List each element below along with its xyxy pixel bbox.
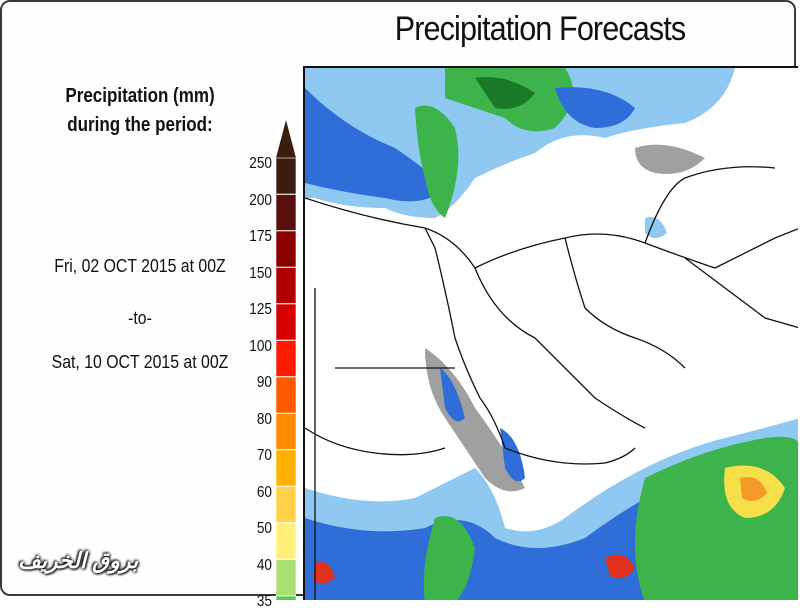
colorbar-tick-label: 100 (249, 337, 272, 355)
period-start: Fri, 02 OCT 2015 at 00Z (54, 256, 226, 276)
map-title: Precipitation Forecasts (394, 10, 686, 48)
precip-iran-gray (635, 144, 705, 174)
colorbar-segment (276, 449, 296, 487)
colorbar (276, 120, 296, 600)
legend-heading-line2: during the period: (67, 114, 213, 136)
precip-south-red (605, 554, 635, 579)
period-end: Sat, 10 OCT 2015 at 00Z (51, 352, 229, 372)
precipitation-map (303, 66, 798, 600)
precip-redsea-blue (440, 368, 465, 422)
colorbar-segment (276, 340, 296, 377)
colorbar-segment (276, 486, 296, 523)
precip-sahel-green (423, 516, 475, 600)
colorbar-tick-label: 150 (249, 264, 272, 282)
colorbar-segment (276, 522, 296, 560)
map-canvas (305, 68, 798, 600)
legend-heading-line1: Precipitation (mm) (65, 85, 215, 107)
colorbar-tick-label: 175 (249, 228, 272, 245)
colorbar-tick-label: 250 (249, 155, 272, 172)
colorbar-tick-label: 60 (256, 483, 272, 501)
colorbar-segment (276, 230, 296, 268)
colorbar-segment (276, 157, 296, 195)
precip-turkey-dark (475, 77, 535, 109)
precip-levant-green (415, 105, 459, 218)
precip-caucasus-blue (555, 87, 635, 128)
colorbar-segment (276, 413, 296, 450)
colorbar-segment (276, 376, 296, 414)
colorbar-tick-label: 125 (249, 301, 272, 318)
colorbar-tick-label: 80 (256, 410, 272, 428)
colorbar-tick-label: 70 (256, 447, 272, 464)
colorbar-arrow (276, 120, 296, 158)
precip-mediterranean-core (305, 88, 445, 202)
colorbar-tick-label: 200 (249, 191, 272, 209)
period-separator: -to- (128, 308, 152, 328)
colorbar-tick-label: 35 (256, 593, 272, 610)
colorbar-segment (276, 559, 296, 596)
country-borders (305, 166, 798, 600)
watermark: بروق الخريف (18, 548, 139, 573)
colorbar-segment (276, 595, 296, 600)
colorbar-segment (276, 267, 296, 304)
precip-ethiopia-blue (500, 428, 525, 482)
precip-sw-red (313, 562, 335, 584)
precip-iran-blue (645, 217, 667, 238)
colorbar-segment (276, 303, 296, 341)
precip-arabian-sea-orange (740, 477, 767, 502)
colorbar-tick-label: 90 (256, 374, 272, 391)
colorbar-tick-label: 50 (256, 520, 272, 537)
colorbar-tick-label: 40 (256, 556, 272, 574)
legend-heading: Precipitation (mm) during the period: (47, 82, 234, 140)
colorbar-segment (276, 194, 296, 231)
